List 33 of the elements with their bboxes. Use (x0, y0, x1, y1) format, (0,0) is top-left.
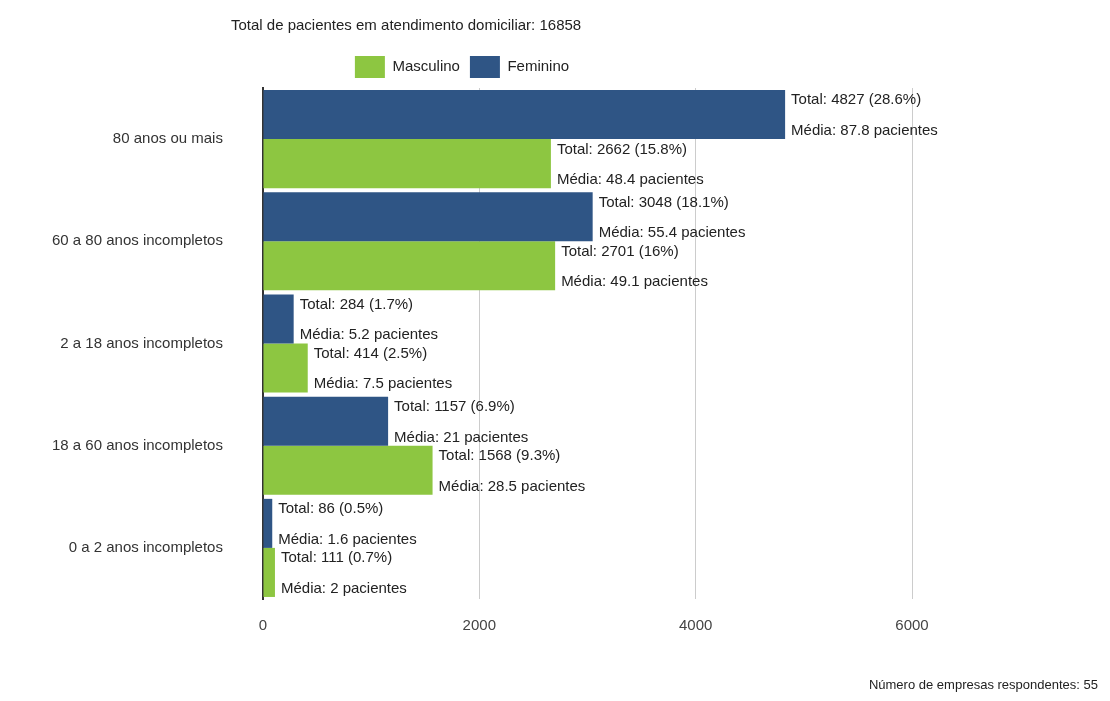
text: Número de empresas respondentes: 55 (868, 676, 1098, 692)
bar (263, 90, 786, 140)
y-tick-label: 0 a 2 anos incompletos (68, 538, 223, 556)
data-label: Total: 414 (2.5%) Média: 7.5 pacientes (313, 343, 453, 392)
data-label: Total: 111 (0.7%) Média: 2 pacientes (280, 548, 407, 596)
legend-label: Feminino (507, 57, 570, 75)
data-label: Total: 284 (1.7%) Média: 5.2 pacientes (299, 294, 439, 343)
bar (263, 396, 389, 446)
bar (263, 343, 308, 393)
bar (263, 241, 556, 291)
bar (263, 139, 551, 189)
bar (263, 445, 433, 495)
data-label: Total: 4827 (28.6%) Média: 87.8 pacientes (791, 90, 938, 138)
bar (263, 498, 273, 548)
data-label: Total: 2701 (16%) Média: 49.1 pacientes (561, 241, 708, 290)
y-tick-label: 60 a 80 anos incompletos (51, 231, 223, 249)
data-label: Total: 3048 (18.1%) Média: 55.4 pacientes (598, 192, 746, 241)
legend-label: Masculino (392, 57, 460, 75)
chart-title: Total de pacientes em atendimento domiciliar: 16858 (230, 16, 582, 34)
x-tick-label: 0 (258, 616, 268, 634)
x-tick-label: 6000 (895, 616, 929, 634)
x-tick-label: 4000 (678, 616, 713, 634)
bar (263, 294, 294, 344)
y-tick-label: 18 a 60 anos incompletos (51, 435, 223, 453)
data-label: Total: 1568 (9.3%) Média: 28.5 pacientes (438, 446, 586, 494)
y-tick-label: 80 anos ou mais (112, 129, 223, 147)
data-label: Total: 1157 (6.9%) Média: 21 pacientes (394, 397, 529, 445)
y-tick-label: 2 a 18 anos incompletos (60, 333, 223, 351)
data-label: Total: 2662 (15.8%) Média: 48.4 pacientes (556, 139, 704, 188)
bar (263, 192, 593, 242)
x-tick-label: 2000 (462, 616, 496, 634)
bar (263, 547, 275, 597)
data-label: Total: 86 (0.5%) Média: 1.6 pacientes (278, 499, 417, 547)
